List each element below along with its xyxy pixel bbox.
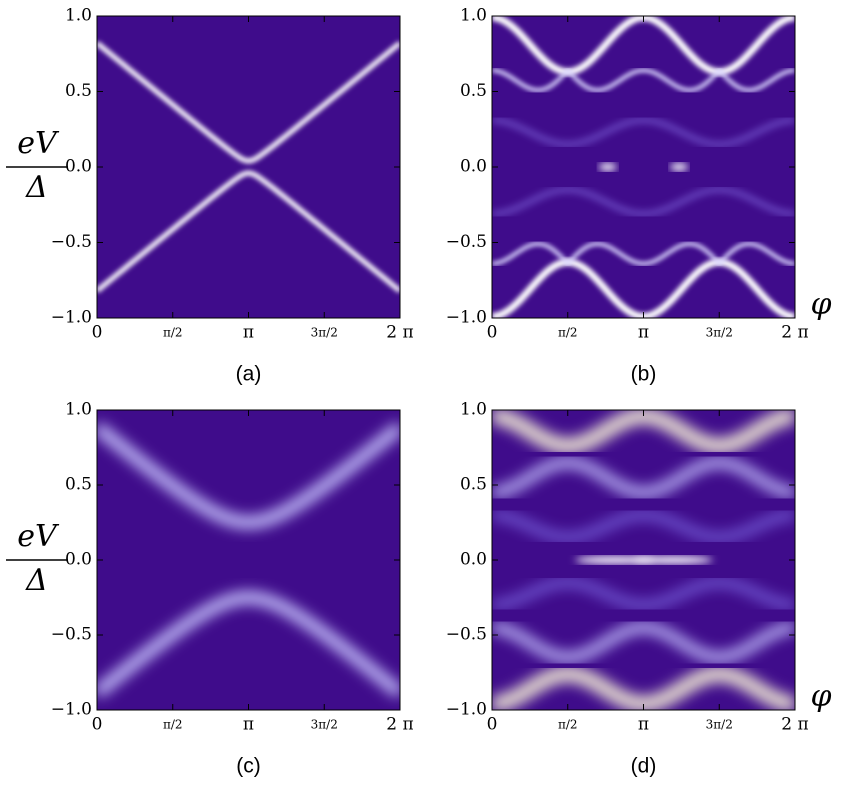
x-tick-label: 3π/2 xyxy=(706,326,733,340)
bright-band xyxy=(492,188,795,216)
x-tick-label: π xyxy=(243,323,254,343)
y-tick-label: 0.5 xyxy=(460,81,487,101)
x-tick-label: 3π/2 xyxy=(706,718,733,732)
y-tick-label: −0.5 xyxy=(51,232,92,252)
x-label: φ xyxy=(810,287,831,322)
caption: (c) xyxy=(236,755,261,778)
bright-spot xyxy=(574,556,655,564)
bright-band xyxy=(492,578,795,610)
density-plot xyxy=(96,15,401,319)
y-tick-label: 0.5 xyxy=(460,475,487,495)
bright-band xyxy=(492,118,795,146)
y-label-top: eV xyxy=(17,126,60,161)
y-tick-label: −0.5 xyxy=(51,625,92,645)
x-tick-label: 2 π xyxy=(781,323,808,343)
y-tick-label: −1.0 xyxy=(446,308,487,328)
y-tick-label: 0.0 xyxy=(65,550,92,570)
y-tick-label: −1.0 xyxy=(446,700,487,720)
y-tick-label: 0.0 xyxy=(65,157,92,177)
y-tick-label: 1.0 xyxy=(460,6,487,26)
x-tick-label: 2 π xyxy=(781,715,808,735)
x-tick-label: 0 xyxy=(487,715,498,735)
background xyxy=(492,16,795,318)
x-tick-label: 0 xyxy=(487,323,498,343)
x-label: φ xyxy=(810,679,831,714)
x-tick-label: π xyxy=(638,715,649,735)
bright-band xyxy=(97,41,400,164)
bright-band xyxy=(492,510,795,542)
background xyxy=(97,410,400,710)
bright-band xyxy=(492,241,795,267)
x-tick-label: 0 xyxy=(92,323,103,343)
x-tick-label: π/2 xyxy=(163,326,183,340)
bright-band xyxy=(492,67,795,93)
x-tick-label: 2 π xyxy=(386,323,413,343)
y-tick-label: 0.5 xyxy=(65,475,92,495)
bright-band xyxy=(97,591,400,698)
plot-area xyxy=(97,16,400,318)
caption: (b) xyxy=(631,363,657,386)
y-tick-label: 0.0 xyxy=(460,550,487,570)
y-tick-label: −1.0 xyxy=(51,700,92,720)
bright-spot xyxy=(632,556,713,564)
caption: (d) xyxy=(631,755,657,778)
x-tick-label: π/2 xyxy=(558,326,578,340)
y-tick-label: −0.5 xyxy=(446,232,487,252)
background xyxy=(97,16,400,318)
x-tick-label: 3π/2 xyxy=(311,326,338,340)
bright-band xyxy=(97,170,400,293)
bright-band xyxy=(492,457,795,498)
bright-band xyxy=(97,422,400,529)
density-plot xyxy=(491,409,796,711)
y-label-top: eV xyxy=(17,519,60,554)
y-label-bottom: Δ xyxy=(25,563,48,598)
y-tick-label: −0.5 xyxy=(446,625,487,645)
caption: (a) xyxy=(236,363,262,386)
density-plot xyxy=(491,15,796,319)
density-plot xyxy=(96,409,401,711)
x-tick-label: 3π/2 xyxy=(311,718,338,732)
x-tick-label: 0 xyxy=(92,715,103,735)
plot-area xyxy=(97,410,400,710)
y-tick-label: 1.0 xyxy=(460,400,487,420)
plot-area xyxy=(492,410,795,710)
y-tick-label: 1.0 xyxy=(65,6,92,26)
bright-spot xyxy=(670,163,689,171)
y-tick-label: 0.5 xyxy=(65,81,92,101)
y-tick-label: 0.0 xyxy=(460,157,487,177)
y-label-bottom: Δ xyxy=(25,170,48,205)
x-tick-label: π xyxy=(243,715,254,735)
plot-area xyxy=(492,16,795,318)
bright-band xyxy=(492,622,795,663)
x-tick-label: π xyxy=(638,323,649,343)
y-tick-label: −1.0 xyxy=(51,308,92,328)
x-tick-label: 2 π xyxy=(386,715,413,735)
bright-spot xyxy=(598,163,617,171)
x-tick-label: π/2 xyxy=(163,718,183,732)
y-tick-label: 1.0 xyxy=(65,400,92,420)
x-tick-label: π/2 xyxy=(558,718,578,732)
